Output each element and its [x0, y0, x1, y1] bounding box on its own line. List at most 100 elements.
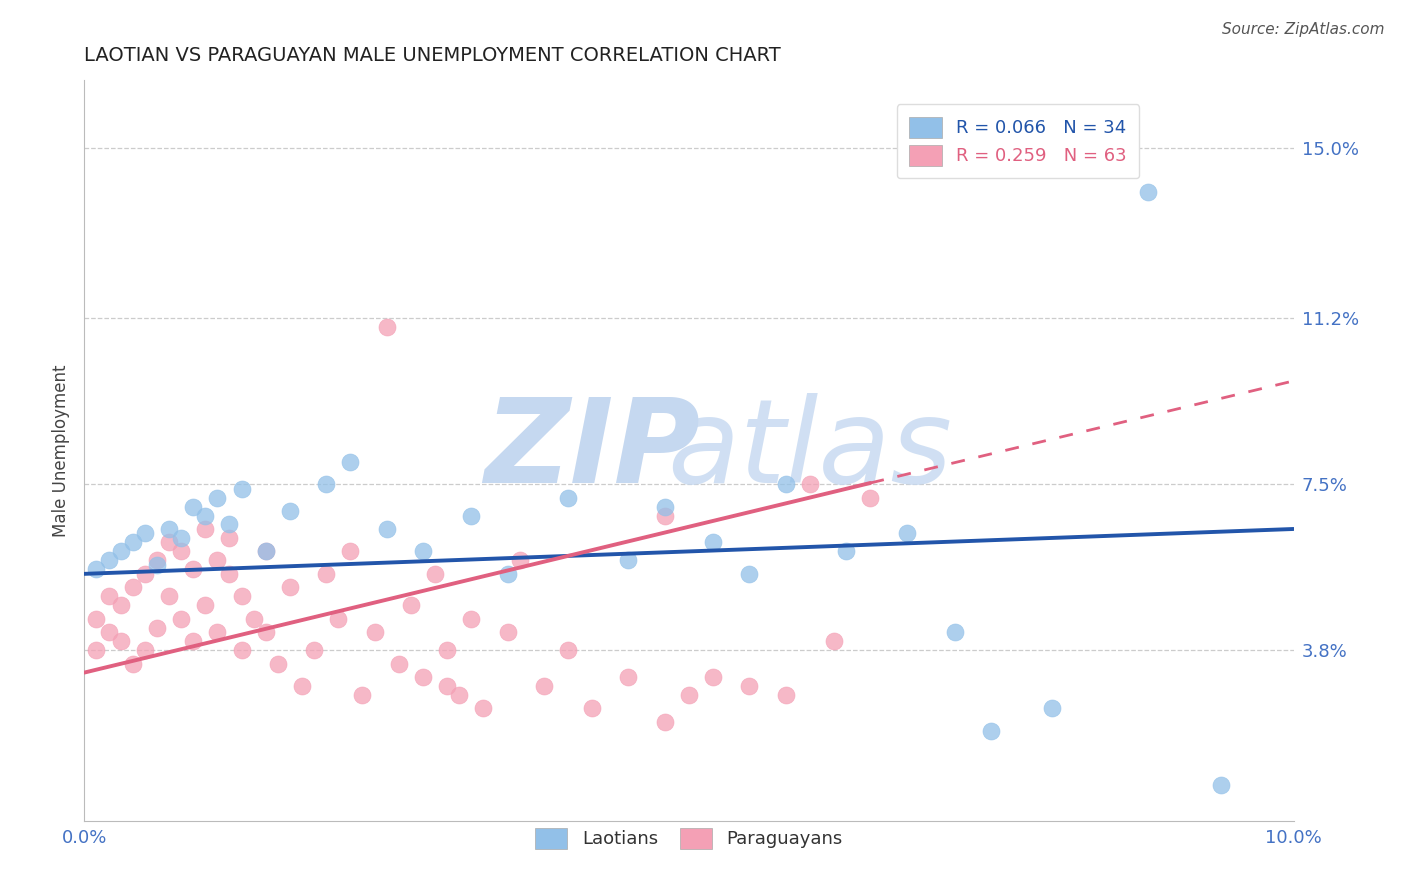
Point — [302, 643, 325, 657]
Point — [110, 599, 132, 613]
Point — [352, 688, 374, 702]
Point — [412, 544, 434, 558]
Point — [231, 643, 253, 657]
Point — [194, 599, 217, 613]
Point — [254, 625, 277, 640]
Point — [449, 688, 471, 702]
Point — [242, 612, 264, 626]
Text: ZIP: ZIP — [484, 393, 700, 508]
Point — [496, 625, 519, 640]
Point — [254, 544, 277, 558]
Point — [86, 562, 108, 576]
Point — [738, 566, 761, 581]
Point — [170, 612, 193, 626]
Point — [278, 504, 301, 518]
Point — [617, 553, 640, 567]
Point — [654, 508, 676, 523]
Point — [97, 553, 120, 567]
Point — [460, 508, 482, 523]
Point — [328, 612, 350, 626]
Point — [121, 657, 143, 671]
Point — [738, 679, 761, 693]
Point — [315, 566, 337, 581]
Point — [399, 599, 422, 613]
Point — [1209, 778, 1232, 792]
Text: LAOTIAN VS PARAGUAYAN MALE UNEMPLOYMENT CORRELATION CHART: LAOTIAN VS PARAGUAYAN MALE UNEMPLOYMENT … — [84, 45, 782, 65]
Point — [134, 566, 156, 581]
Point — [218, 531, 240, 545]
Point — [835, 544, 858, 558]
Point — [678, 688, 700, 702]
Point — [291, 679, 314, 693]
Point — [654, 500, 676, 514]
Point — [134, 643, 156, 657]
Point — [110, 634, 132, 648]
Point — [339, 455, 361, 469]
Point — [775, 688, 797, 702]
Point — [617, 670, 640, 684]
Point — [157, 535, 180, 549]
Point — [375, 522, 398, 536]
Point — [460, 612, 482, 626]
Point — [702, 535, 724, 549]
Point — [1137, 186, 1160, 200]
Point — [194, 522, 217, 536]
Point — [121, 580, 143, 594]
Point — [859, 491, 882, 505]
Point — [157, 589, 180, 603]
Text: Source: ZipAtlas.com: Source: ZipAtlas.com — [1222, 22, 1385, 37]
Point — [423, 566, 446, 581]
Point — [943, 625, 966, 640]
Point — [146, 553, 169, 567]
Point — [823, 634, 845, 648]
Point — [157, 522, 180, 536]
Point — [134, 526, 156, 541]
Point — [654, 714, 676, 729]
Point — [1040, 701, 1063, 715]
Point — [121, 535, 143, 549]
Point — [218, 517, 240, 532]
Point — [194, 508, 217, 523]
Point — [170, 531, 193, 545]
Point — [86, 612, 108, 626]
Point — [207, 625, 229, 640]
Point — [363, 625, 385, 640]
Point — [412, 670, 434, 684]
Point — [533, 679, 555, 693]
Point — [896, 526, 918, 541]
Point — [278, 580, 301, 594]
Text: atlas: atlas — [668, 393, 952, 508]
Point — [97, 625, 120, 640]
Point — [146, 621, 169, 635]
Point — [315, 477, 337, 491]
Point — [557, 643, 579, 657]
Point — [496, 566, 519, 581]
Point — [472, 701, 495, 715]
Point — [775, 477, 797, 491]
Point — [231, 589, 253, 603]
Point — [146, 558, 169, 572]
Point — [980, 723, 1002, 738]
Point — [181, 562, 204, 576]
Point — [436, 643, 458, 657]
Point — [509, 553, 531, 567]
Point — [181, 634, 204, 648]
Point — [375, 320, 398, 334]
Point — [254, 544, 277, 558]
Point — [436, 679, 458, 693]
Point — [97, 589, 120, 603]
Point — [799, 477, 821, 491]
Point — [218, 566, 240, 581]
Point — [557, 491, 579, 505]
Point — [170, 544, 193, 558]
Y-axis label: Male Unemployment: Male Unemployment — [52, 364, 70, 537]
Point — [267, 657, 290, 671]
Legend: Laotians, Paraguayans: Laotians, Paraguayans — [524, 817, 853, 860]
Point — [86, 643, 108, 657]
Point — [702, 670, 724, 684]
Point — [110, 544, 132, 558]
Point — [581, 701, 603, 715]
Point — [231, 482, 253, 496]
Point — [388, 657, 411, 671]
Point — [339, 544, 361, 558]
